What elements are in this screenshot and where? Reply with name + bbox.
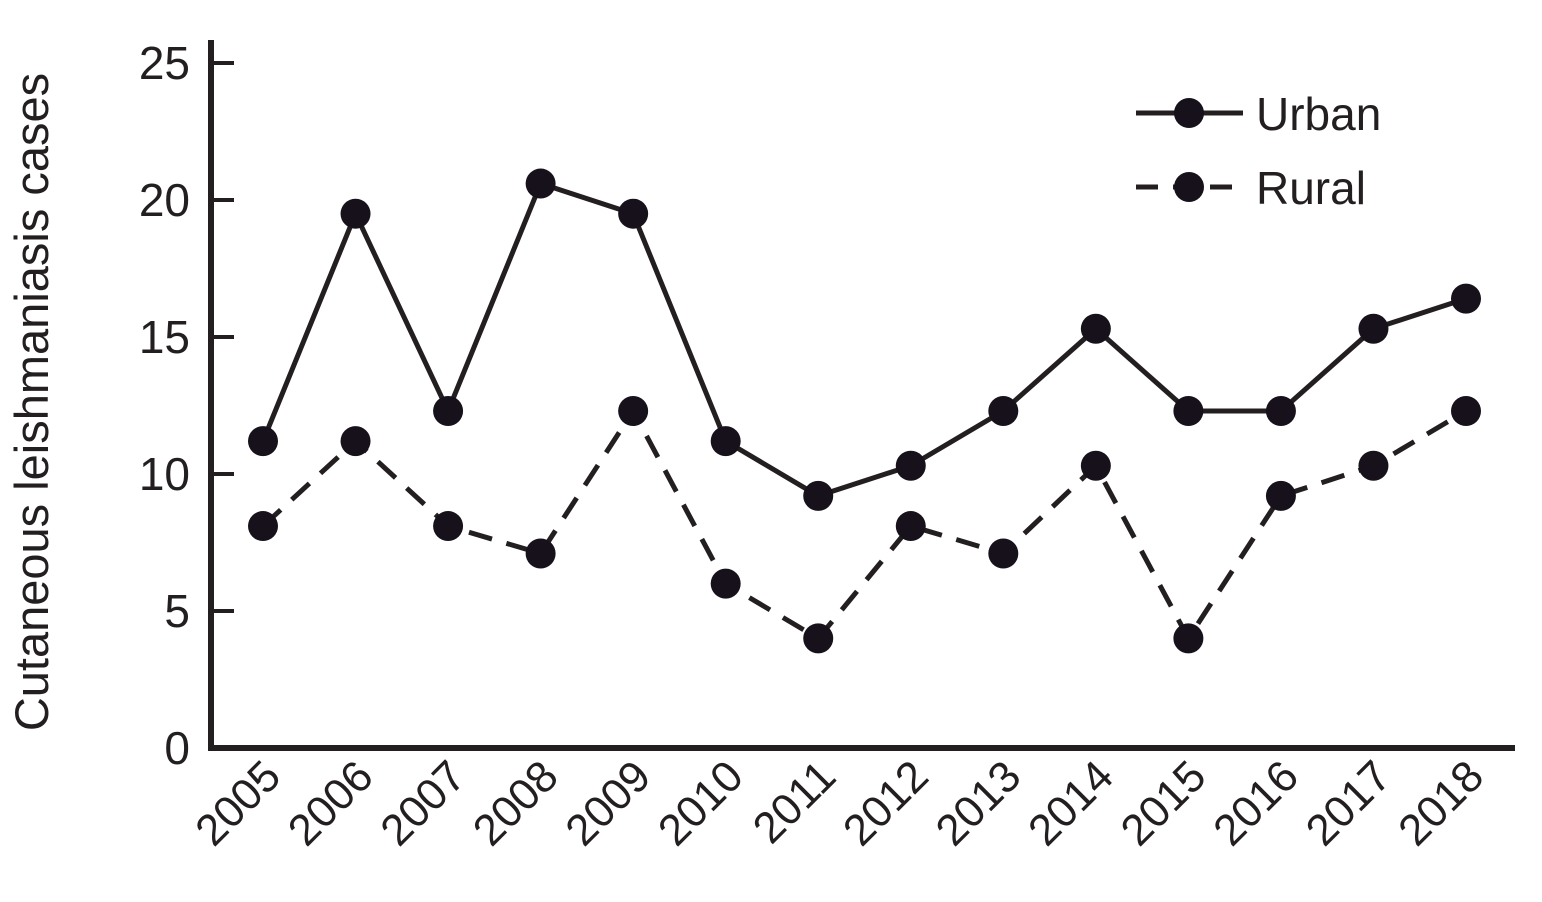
point-urban-2014 — [1080, 313, 1111, 344]
point-rural-2018 — [1451, 395, 1481, 426]
x-tick-label-2014: 2014 — [1019, 751, 1123, 855]
x-tick-label-2017: 2017 — [1297, 751, 1401, 855]
point-urban-2011 — [803, 480, 834, 511]
y-axis-title: Cutaneous leishmaniasis cases — [5, 73, 58, 731]
point-urban-2013 — [988, 395, 1019, 426]
point-rural-2012 — [895, 511, 926, 542]
legend-urban-marker — [1174, 98, 1204, 128]
x-tick-label-2015: 2015 — [1112, 751, 1216, 855]
x-tick-label-2010: 2010 — [649, 751, 753, 855]
line-urban — [260, 181, 1467, 499]
legend-urban-label: Urban — [1256, 88, 1381, 140]
point-rural-2014 — [1080, 450, 1111, 481]
y-tick-label-10: 10 — [139, 448, 190, 500]
point-urban-2015 — [1173, 395, 1204, 426]
y-axis-tick-labels: 0 5 10 15 20 25 — [139, 37, 190, 774]
point-rural-2011 — [803, 623, 834, 654]
y-tick-label-15: 15 — [139, 311, 190, 363]
y-tick-label-20: 20 — [139, 174, 190, 226]
x-tick-label-2006: 2006 — [279, 751, 383, 855]
point-rural-2007 — [433, 511, 464, 542]
point-urban-2007 — [433, 395, 464, 426]
point-urban-2008 — [525, 168, 556, 199]
x-tick-label-2008: 2008 — [464, 751, 568, 855]
x-axis-tick-labels: 2005200620072008200920102011201220132014… — [186, 751, 1493, 855]
point-urban-2016 — [1265, 395, 1296, 426]
line-rural — [261, 408, 1468, 641]
x-tick-label-2012: 2012 — [834, 751, 938, 855]
data-series — [248, 168, 1481, 654]
legend-rural-marker — [1174, 172, 1204, 202]
y-tick-label-25: 25 — [139, 37, 190, 89]
x-tick-label-2016: 2016 — [1204, 751, 1308, 855]
point-rural-2006 — [340, 426, 371, 457]
x-tick-label-2009: 2009 — [556, 751, 660, 855]
point-rural-2015 — [1173, 623, 1204, 654]
point-rural-2017 — [1358, 450, 1389, 481]
point-urban-2018 — [1451, 283, 1481, 314]
x-tick-label-2005: 2005 — [186, 751, 290, 855]
y-axis-ticks — [211, 61, 234, 613]
point-urban-2009 — [618, 198, 649, 229]
point-rural-2013 — [988, 538, 1019, 569]
axis-spine — [208, 40, 1515, 751]
point-urban-2006 — [340, 198, 371, 229]
point-rural-2008 — [525, 538, 556, 569]
point-urban-2010 — [710, 426, 741, 457]
point-urban-2012 — [895, 450, 926, 481]
x-tick-label-2011: 2011 — [744, 751, 846, 853]
point-rural-2009 — [618, 395, 649, 426]
point-urban-2005 — [248, 426, 278, 457]
point-urban-2017 — [1358, 313, 1389, 344]
y-tick-label-5: 5 — [164, 585, 190, 637]
point-rural-2010 — [710, 568, 741, 599]
legend: Urban Rural — [1136, 88, 1381, 214]
point-rural-2005 — [248, 511, 278, 542]
x-tick-label-2013: 2013 — [927, 751, 1031, 855]
x-tick-label-2007: 2007 — [371, 751, 475, 855]
x-tick-label-2018: 2018 — [1389, 751, 1493, 855]
y-tick-label-0: 0 — [164, 722, 190, 774]
point-rural-2016 — [1265, 480, 1296, 511]
legend-rural-label: Rural — [1256, 162, 1366, 214]
